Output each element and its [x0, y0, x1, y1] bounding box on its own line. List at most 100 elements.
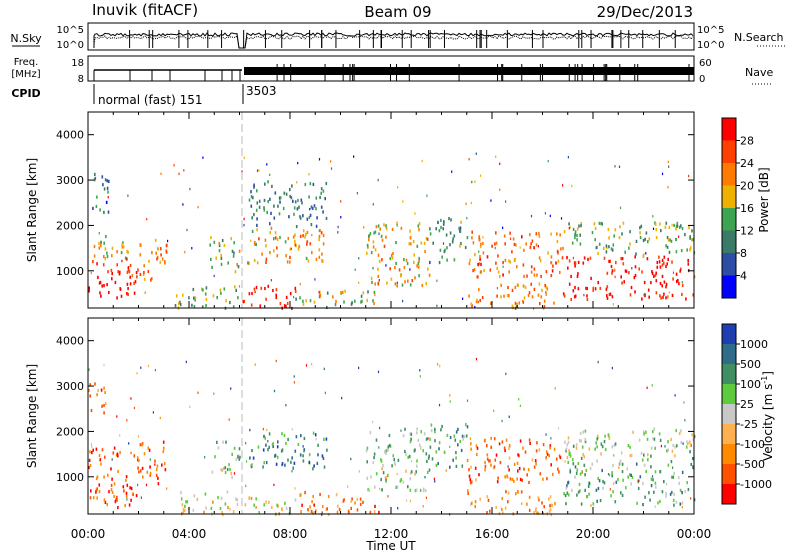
data-cell — [351, 497, 353, 501]
data-cell — [382, 464, 384, 468]
data-cell — [608, 473, 611, 477]
data-cell — [482, 251, 485, 255]
data-cell — [652, 227, 655, 230]
data-cell — [205, 297, 208, 302]
data-cell — [502, 273, 504, 277]
data-cell — [381, 238, 384, 242]
data-cell — [665, 221, 668, 225]
data-cell — [110, 483, 113, 487]
data-cell — [398, 268, 401, 272]
nsky-line — [93, 32, 694, 49]
data-cell — [396, 221, 398, 225]
data-cell — [594, 447, 596, 451]
data-cell — [536, 441, 538, 445]
data-cell — [276, 445, 279, 449]
data-cell — [140, 243, 142, 247]
data-cell — [479, 298, 481, 303]
station-title: Inuvik (fitACF) — [92, 1, 198, 19]
data-cell — [375, 438, 378, 442]
data-cell — [436, 304, 438, 307]
data-cell — [126, 257, 128, 261]
data-cell — [317, 443, 319, 447]
data-cell — [424, 249, 426, 254]
colorbar-swatch — [722, 253, 736, 276]
data-cell — [251, 463, 253, 467]
data-cell — [536, 273, 538, 277]
data-cell — [243, 223, 245, 227]
data-cell — [266, 163, 268, 166]
data-cell — [379, 487, 381, 491]
data-cell — [395, 485, 398, 489]
data-cell — [289, 292, 292, 296]
data-cell — [216, 296, 218, 300]
data-cell — [679, 269, 681, 273]
data-cell — [650, 484, 653, 488]
data-cell — [128, 503, 131, 507]
data-cell — [375, 472, 378, 476]
data-cell — [658, 255, 660, 259]
data-cell — [574, 285, 576, 290]
data-cell — [268, 445, 270, 449]
data-cell — [263, 206, 265, 210]
data-cell — [501, 419, 503, 423]
data-cell — [597, 251, 599, 256]
data-cell — [681, 506, 683, 509]
data-cell — [377, 370, 380, 374]
data-cell — [651, 271, 654, 275]
data-cell — [654, 470, 657, 474]
data-cell — [297, 198, 299, 203]
data-cell — [279, 302, 282, 306]
data-cell — [353, 155, 355, 158]
data-cell — [677, 476, 680, 480]
data-cell — [651, 270, 653, 274]
colorbar-tick-label: 1000 — [740, 338, 768, 351]
data-cell — [493, 437, 496, 441]
data-cell — [146, 218, 148, 221]
data-cell — [535, 462, 537, 466]
data-cell — [230, 387, 232, 390]
data-cell — [446, 258, 448, 262]
data-cell — [548, 497, 550, 501]
data-cell — [439, 248, 442, 252]
data-cell — [290, 460, 292, 464]
data-cell — [186, 228, 188, 232]
data-cell — [426, 470, 429, 474]
data-cell — [341, 396, 343, 400]
data-cell — [374, 485, 376, 489]
data-cell — [410, 242, 412, 246]
data-cell — [204, 492, 207, 496]
data-cell — [111, 490, 114, 494]
data-cell — [281, 432, 283, 436]
data-cell — [93, 244, 96, 249]
data-cell — [579, 431, 582, 435]
data-cell — [668, 250, 671, 254]
data-cell — [96, 262, 98, 266]
data-cell — [315, 509, 317, 513]
data-cell — [580, 456, 583, 460]
data-cell — [683, 401, 685, 404]
data-cell — [182, 507, 185, 511]
data-cell — [265, 500, 267, 504]
data-cell — [391, 464, 393, 468]
data-cell — [583, 455, 586, 459]
data-cell — [373, 231, 375, 235]
data-cell — [641, 458, 644, 462]
data-cell — [661, 490, 664, 494]
data-cell — [326, 291, 329, 295]
data-cell — [194, 298, 196, 302]
data-cell — [571, 241, 574, 245]
data-cell — [655, 291, 658, 295]
data-cell — [134, 280, 137, 284]
data-cell — [549, 508, 552, 512]
data-cell — [634, 290, 636, 294]
data-cell — [611, 445, 614, 449]
data-cell — [605, 287, 608, 291]
data-cell — [629, 445, 631, 449]
data-cell — [370, 475, 372, 479]
data-cell — [675, 272, 678, 276]
beam-label: Beam 09 — [364, 3, 431, 21]
data-cell — [204, 456, 206, 459]
data-cell — [502, 260, 504, 265]
data-cell — [194, 296, 197, 300]
data-cell — [679, 488, 682, 492]
